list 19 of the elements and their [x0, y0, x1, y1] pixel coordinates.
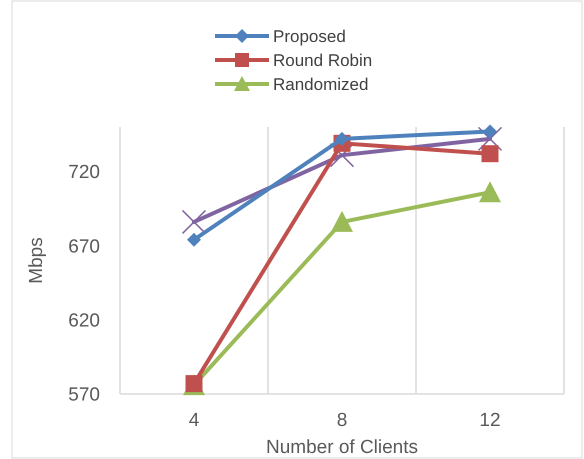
- y-tick-label: 620: [68, 310, 100, 332]
- x-axis-title: Number of Clients: [266, 437, 418, 458]
- x-tick-label: 4: [188, 410, 200, 431]
- legend-label: Proposed: [273, 27, 346, 46]
- point: [335, 132, 349, 146]
- y-tick-label: 570: [68, 384, 100, 406]
- x-tick-label: 12: [479, 410, 501, 431]
- point: [479, 181, 501, 202]
- point: [182, 210, 206, 234]
- point: [483, 124, 497, 138]
- point: [331, 210, 353, 232]
- x-tick-label: 8: [336, 410, 348, 431]
- y-tick-label: 670: [68, 236, 100, 258]
- point: [482, 145, 498, 162]
- legend-label: Round Robin: [273, 51, 372, 70]
- y-tick-label: 720: [68, 162, 100, 184]
- legend-label: Randomized: [273, 75, 368, 94]
- point: [187, 232, 201, 247]
- y-axis-title: Mbps: [26, 237, 47, 284]
